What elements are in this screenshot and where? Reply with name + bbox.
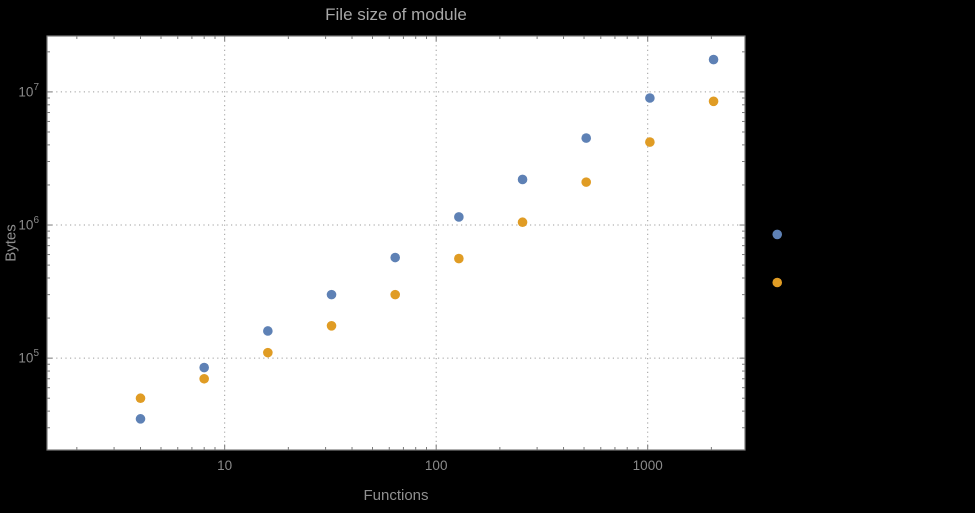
data-point [390, 289, 400, 300]
plot-frame [46, 35, 746, 451]
x-tick-label: 10 [217, 458, 232, 473]
data-point [135, 393, 146, 404]
data-point [326, 289, 337, 300]
chart-title: File size of module [325, 5, 467, 24]
x-tick-label: 1000 [633, 458, 663, 473]
data-point [772, 277, 783, 288]
x-axis-label: Functions [363, 487, 429, 504]
plot-area [47, 36, 745, 450]
x-tick-labels: 10 100 1000 [217, 458, 663, 473]
series-2-points [135, 96, 783, 404]
y-tick-label: 105 [18, 348, 39, 366]
y-tick-label: 107 [18, 82, 39, 100]
y-tick-label: 106 [18, 215, 39, 233]
y-axis-label: Bytes [2, 224, 20, 262]
x-tick-label: 100 [425, 458, 448, 473]
data-point [135, 414, 146, 424]
data-point [645, 137, 655, 147]
data-point [326, 320, 337, 331]
data-point [454, 253, 464, 264]
data-point [199, 362, 209, 373]
data-point [263, 326, 273, 336]
data-point [517, 174, 528, 185]
data-point [772, 229, 783, 240]
y-tick-labels: 105 106 107 [18, 82, 39, 366]
data-point [390, 252, 400, 263]
gridlines [47, 36, 745, 450]
data-point [199, 373, 209, 384]
data-point [581, 177, 592, 187]
data-point [708, 96, 719, 107]
data-point [263, 347, 273, 358]
data-point [645, 93, 655, 103]
data-point [454, 212, 464, 222]
data-point [708, 54, 719, 65]
series-1-points [135, 54, 783, 424]
data-point [517, 217, 528, 228]
data-point [581, 133, 592, 143]
